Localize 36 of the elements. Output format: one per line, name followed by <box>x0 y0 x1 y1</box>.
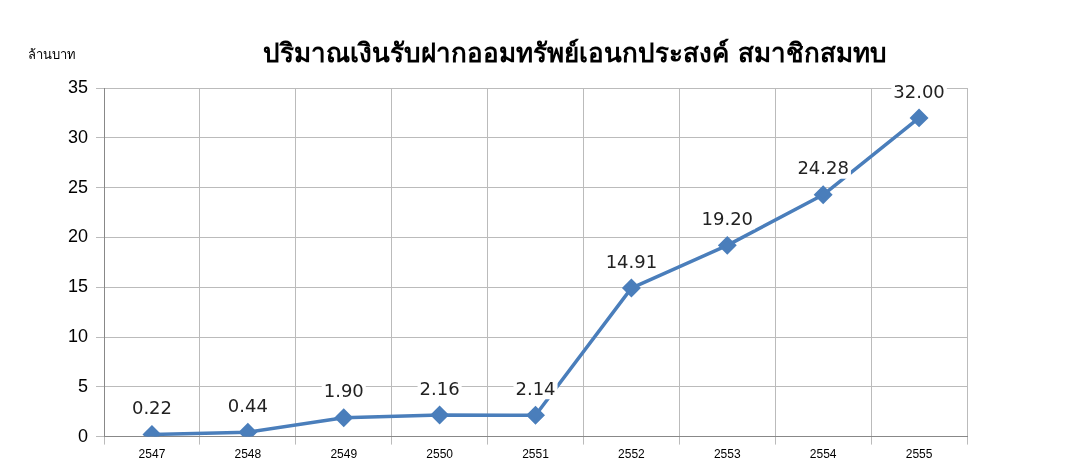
text: 1.90 <box>323 380 364 402</box>
point <box>814 186 832 204</box>
x-tick-label: 2548 <box>234 447 262 462</box>
x-tick-label: 2550 <box>426 447 454 462</box>
x-tick-label: 2555 <box>905 447 933 462</box>
text: 0.44 <box>227 394 268 416</box>
chart-title: ปริมาณเงินรับฝากออมทรัพย์เอนกประสงค์ สมาชิกสมทบ <box>261 37 889 70</box>
text: 0.22 <box>131 397 172 419</box>
y-tick-label: 20 <box>67 226 89 247</box>
x-tick-label: 2553 <box>713 447 741 462</box>
y-tick-label: 30 <box>67 126 89 147</box>
point <box>430 406 449 424</box>
x-tick-label: 2551 <box>522 447 550 462</box>
y-axis-title: ล้านบาท <box>28 46 76 64</box>
point <box>718 236 737 255</box>
x-tick-label: 2547 <box>138 447 166 462</box>
point <box>526 406 545 425</box>
text: 2.14 <box>515 377 556 399</box>
y-tick-label: 0 <box>78 425 89 446</box>
point <box>334 408 353 427</box>
text: 2.16 <box>419 377 460 399</box>
point <box>239 423 257 437</box>
text: 19.20 <box>701 208 754 230</box>
y-tick-label: 35 <box>67 76 89 97</box>
y-tick-label: 5 <box>78 375 89 396</box>
x-tick-label: 2554 <box>809 447 837 462</box>
x-tick-label: 2552 <box>618 447 646 462</box>
text: 24.28 <box>797 157 849 179</box>
y-tick-label: 15 <box>67 276 89 297</box>
point <box>622 279 641 297</box>
y-tick-label: 25 <box>67 176 89 197</box>
y-tick-label: 10 <box>67 325 89 346</box>
text: 32.00 <box>893 80 945 102</box>
point <box>910 109 928 127</box>
x-tick-label: 2549 <box>330 447 358 462</box>
text: 14.91 <box>605 250 658 272</box>
